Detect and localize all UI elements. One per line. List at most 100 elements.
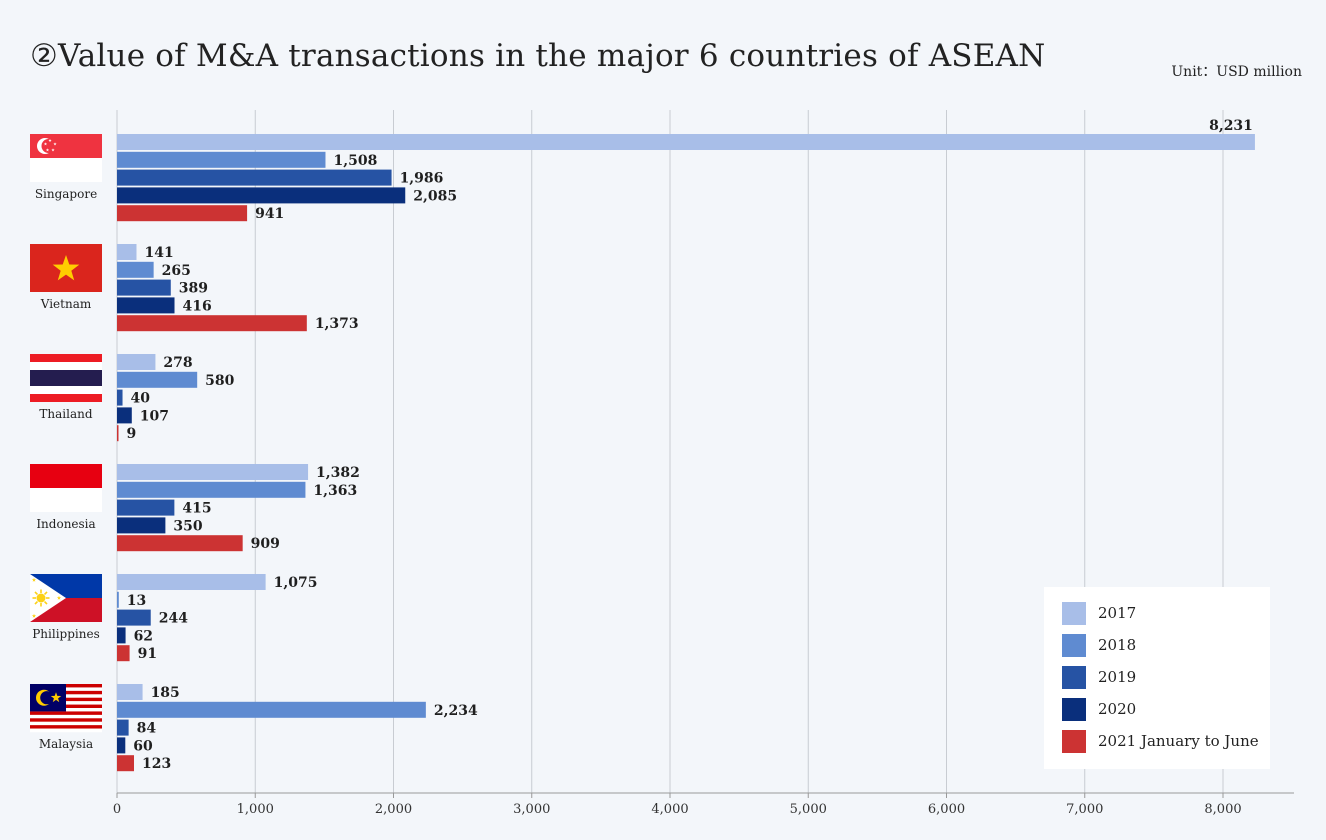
x-tick-label: 7,000 [1066,802,1103,817]
bar [117,354,156,370]
category-label: Malaysia [39,737,93,751]
bar [117,407,132,424]
bar [117,517,166,534]
bar [117,279,171,296]
bar-value-label: 8,231 [1209,118,1253,134]
bar-value-label: 141 [144,245,173,261]
bar [117,169,392,186]
bar-value-label: 244 [159,611,188,627]
flag-sun-ray [34,591,39,596]
bar-value-label: 909 [251,536,280,552]
flag-star [52,255,80,281]
bar-value-label: 60 [133,738,153,754]
vietnam-flag-icon [30,244,102,292]
legend: 2017 2018 2019 2020 2021 January to June [1044,587,1270,769]
crescent-inner [40,691,54,705]
bar [117,684,143,700]
bar [117,371,198,388]
bar-value-label: 9 [127,426,137,442]
chart-title: ②Value of M&A transactions in the major … [30,38,1046,74]
unit-label: Unit：USD million [1171,64,1302,80]
bar-value-label: 1,508 [333,153,377,169]
singapore-flag-icon [30,134,102,182]
bar [117,187,406,204]
legend-swatch [1062,697,1086,721]
category-label: Vietnam [40,297,92,311]
legend-item-2017: 2017 [1062,601,1136,625]
flag-star [31,577,37,582]
flag-sun-ray [43,600,48,605]
bar [117,297,175,314]
flag-sun [36,593,46,603]
bar-value-label: 40 [131,391,151,407]
x-tick-label: 8,000 [1204,802,1241,817]
bar [117,151,326,168]
flag-sun-ray [34,600,39,605]
bar-value-label: 350 [173,518,202,534]
bar-value-label: 185 [151,685,180,701]
bar-value-label: 278 [163,355,192,371]
bar-value-label: 416 [183,298,212,314]
bar-value-label: 2,234 [434,703,478,719]
bar-value-label: 62 [134,628,153,644]
flag-star [45,148,50,152]
flag-stripe [30,362,102,370]
legend-label: 2020 [1098,700,1137,718]
bar-value-label: 84 [137,721,157,737]
bar [117,645,130,662]
x-tick-label: 1,000 [237,802,274,817]
bar [117,425,119,442]
bar [117,244,137,260]
bar-value-label: 123 [142,756,171,772]
x-tick-label: 5,000 [790,802,827,817]
legend-item-2019: 2019 [1062,665,1136,689]
bar [117,591,119,608]
flag-stripe [30,354,102,362]
x-tick-label: 2,000 [375,802,412,817]
flag-stripe [30,394,102,402]
flag-stripe [30,721,102,726]
flag-star [48,138,52,142]
bar [117,755,135,772]
legend-swatch [1062,633,1086,657]
bar [117,535,243,552]
flag-star [56,595,62,600]
legend-item-2018: 2018 [1062,633,1136,657]
category-label: Indonesia [36,517,95,531]
flag-stripe [30,718,102,722]
legend-item-2020: 2020 [1062,697,1136,721]
flag-red-band [30,464,102,488]
bar [117,205,248,222]
bar [117,481,306,498]
flag-white-band [30,488,102,512]
bar-value-label: 1,986 [400,171,444,187]
bar-value-label: 91 [138,646,157,662]
bar [117,261,154,278]
x-tick-label: 0 [113,802,121,817]
bar-value-label: 1,363 [313,483,357,499]
bar [117,701,426,718]
bar [117,315,307,332]
flag-stripe [30,370,102,386]
bar [117,389,123,406]
flag-sun-ray [43,591,48,596]
x-tick-label: 6,000 [928,802,965,817]
bar-value-label: 1,075 [274,575,318,591]
legend-swatch [1062,601,1086,625]
legend-label: 2017 [1098,604,1137,622]
bar-value-label: 580 [205,373,234,389]
legend-swatch [1062,665,1086,689]
bar-value-label: 107 [140,408,169,424]
flag-stripe [30,711,102,716]
bar [117,134,1255,150]
flag-star [50,692,62,703]
x-tick-label: 3,000 [513,802,550,817]
bar-value-label: 2,085 [413,188,457,204]
flag-star [31,613,37,618]
bar [117,737,126,754]
flag-stripe [30,728,102,733]
legend-swatch [1062,729,1086,753]
legend-label: 2019 [1098,668,1137,686]
bar-value-label: 13 [127,593,146,609]
x-tick-label: 4,000 [651,802,688,817]
